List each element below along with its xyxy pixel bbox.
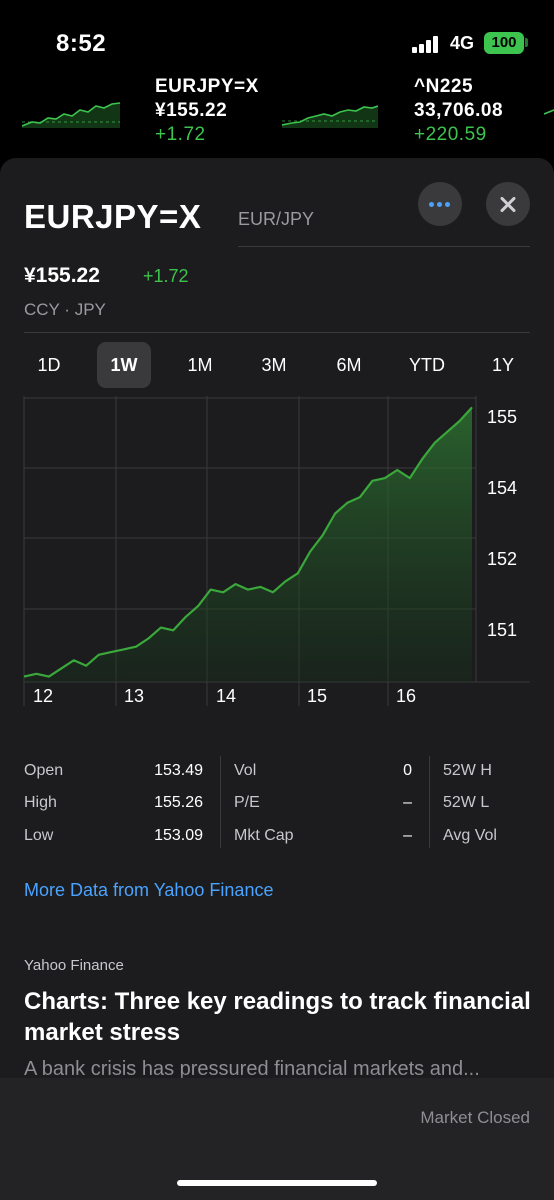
stat-high-label: High [24,794,57,811]
ticker-change: +220.59 [414,124,487,145]
chart-area-fill [24,407,472,682]
more-data-link[interactable]: More Data from Yahoo Finance [24,880,274,900]
chart-x-tick: 13 [124,686,144,706]
price-change: +1.72 [143,266,189,286]
symbol-title: EURJPY=X [24,198,202,235]
stat-vol-value: 0 [403,762,412,779]
stat-open-value: 153.49 [154,762,203,779]
tab-1d[interactable]: 1D [37,355,61,375]
stat-low-label: Low [24,827,54,844]
chart-x-tick: 14 [216,686,236,706]
chart-price-line [23,406,473,678]
chart-y-tick: 152 [487,549,517,569]
stat-52wl-label: 52W L [443,794,490,811]
tab-3m[interactable]: 3M [261,355,287,375]
header-divider [238,246,530,247]
battery-tip [525,38,528,47]
stat-pe-label: P/E [234,794,260,811]
battery-icon: 100 [484,32,524,54]
ticker-change: +1.72 [155,124,206,145]
chart-y-tick: 151 [487,620,517,640]
stat-vol-label: Vol [234,762,257,779]
detail-sheet: EURJPY=X EUR/JPY ¥155.22 +1.72 CCY · JPY… [0,158,554,1200]
chart-x-tick: 12 [33,686,53,706]
chart-y-tick: 155 [487,407,517,427]
stat-high-value: 155.26 [154,794,203,811]
ellipsis-icon [429,202,451,207]
close-button[interactable] [486,182,530,226]
ticker-sparkline-next [544,109,554,115]
tab-1w[interactable]: 1W [97,342,151,388]
stat-pe-value: – [403,794,412,811]
stats-divider [429,756,430,848]
signal-icon [412,35,442,53]
symbol-subtitle: EUR/JPY [238,209,315,229]
stat-mktcap-label: Mkt Cap [234,827,294,844]
footer-bar: Market Closed [0,1078,554,1200]
market-status: Market Closed [420,1108,530,1127]
ticker-price: ¥155.22 [155,100,228,121]
ticker-price: 33,706.08 [414,100,504,121]
status-time: 8:52 [56,30,107,57]
news-source: Yahoo Finance [24,957,124,974]
quote-divider [24,332,530,333]
stat-low-value: 153.09 [154,827,203,844]
ticker-symbol: ^N225 [414,76,474,97]
ticker-symbol: EURJPY=X [155,76,259,97]
stats-divider [220,756,221,848]
more-options-button[interactable] [418,182,462,226]
chart-x-tick: 15 [307,686,327,706]
range-tabs: 1D 1W 1M 3M 6M YTD 1Y [0,342,554,390]
ticker-item-n225[interactable]: ^N225 33,706.08 +220.59 [414,76,503,146]
ticker-sparkline-n225 [282,105,378,128]
home-indicator[interactable] [177,1180,377,1186]
tab-6m[interactable]: 6M [336,355,362,375]
close-icon [498,196,518,213]
stat-open-label: Open [24,762,64,779]
tab-ytd[interactable]: YTD [409,355,445,375]
network-label: 4G [450,33,475,53]
status-bar: 8:52 4G 100 [0,0,554,70]
tab-1y[interactable]: 1Y [491,355,515,375]
stat-mktcap-value: – [403,827,412,844]
stat-52wh-label: 52W H [443,762,492,779]
chart-x-tick: 16 [396,686,416,706]
currency-line: CCY · JPY [24,300,106,319]
current-price: ¥155.22 [24,264,100,287]
ticker-item-eurjpy[interactable]: EURJPY=X ¥155.22 +1.72 [155,76,259,146]
ticker-strip[interactable]: EURJPY=X ¥155.22 +1.72 ^N225 33,706.08 +… [0,70,554,156]
news-headline[interactable]: Charts: Three key readings to track fina… [24,988,531,1046]
price-chart[interactable]: 155 154 152 151 12 13 14 15 16 [0,396,554,716]
tab-1m[interactable]: 1M [187,355,213,375]
ticker-sparkline-prev [22,102,120,128]
stat-avgvol-label: Avg Vol [443,827,497,844]
chart-y-tick: 154 [487,478,517,498]
